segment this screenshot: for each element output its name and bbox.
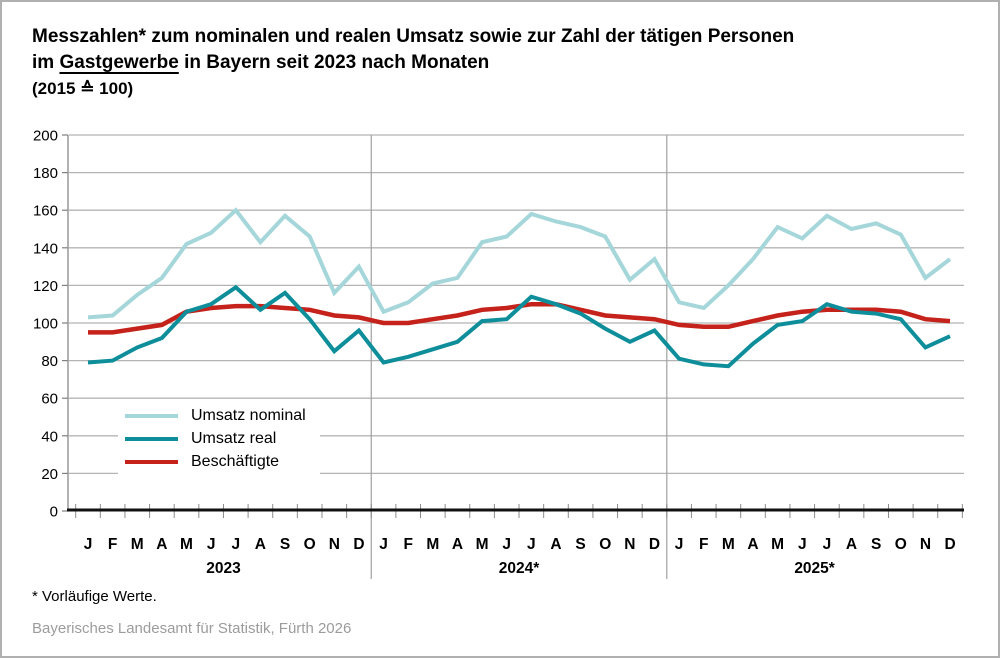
y-tick-label: 80 — [41, 353, 58, 370]
month-label: J — [675, 536, 684, 553]
legend-swatch — [125, 436, 178, 441]
month-label: O — [599, 536, 611, 553]
legend-swatch — [125, 459, 178, 464]
month-label: A — [452, 536, 463, 553]
y-tick-label: 40 — [41, 428, 58, 445]
y-tick-label: 20 — [41, 466, 58, 483]
month-label: D — [649, 536, 660, 553]
series-line-0 — [87, 207, 952, 320]
month-label: M — [476, 536, 489, 553]
title-line-3: (2015 ≙ 100) — [32, 79, 134, 98]
y-tick-label: 120 — [33, 278, 58, 295]
month-label: N — [624, 536, 635, 553]
footnote: * Vorläufige Werte. — [32, 588, 157, 605]
month-label: F — [699, 536, 708, 553]
month-label: A — [846, 536, 857, 553]
month-label: F — [403, 536, 412, 553]
month-label: M — [180, 536, 193, 553]
month-label: F — [108, 536, 117, 553]
month-label: M — [771, 536, 784, 553]
series-line-1 — [87, 284, 951, 369]
title-line-2: im Gastgewerbe in Bayern seit 2023 nach … — [32, 50, 794, 76]
year-labels: 2023 2024* 2025* — [206, 560, 836, 577]
y-tick-label: 60 — [41, 391, 58, 408]
month-label: J — [207, 536, 216, 553]
month-label: A — [156, 536, 167, 553]
month-label: J — [527, 536, 536, 553]
month-label: M — [426, 536, 439, 553]
month-label: O — [304, 536, 316, 553]
month-label: S — [871, 536, 881, 553]
month-label: J — [823, 536, 832, 553]
month-label: S — [575, 536, 585, 553]
month-label: M — [722, 536, 735, 553]
source: Bayerisches Landesamt für Statistik, Für… — [32, 620, 352, 637]
y-tick-label: 100 — [33, 316, 58, 333]
y-tick-label: 160 — [33, 203, 58, 220]
title-line-2-post: in Bayern seit 2023 nach Monaten — [184, 52, 490, 73]
legend-label: Umsatz real — [191, 429, 277, 447]
month-label: A — [550, 536, 561, 553]
month-label: J — [231, 536, 240, 553]
month-label: J — [84, 536, 93, 553]
y-tick-label: 140 — [33, 240, 58, 257]
legend-item-0: Umsatz nominal — [125, 404, 320, 427]
legend-swatch — [125, 413, 178, 418]
legend-label: Beschäftigte — [191, 452, 280, 470]
month-label: O — [895, 536, 907, 553]
month-label: M — [131, 536, 144, 553]
chart-title: Messzahlen* zum nominalen und realen Ums… — [32, 24, 794, 100]
y-axis: 0 20 40 60 80 100 120 140 160 180 200 — [33, 128, 68, 521]
title-underlined-term: Gastgewerbe — [59, 52, 179, 73]
legend-label: Umsatz nominal — [191, 406, 306, 424]
month-label: D — [944, 536, 955, 553]
chart-legend: Umsatz nominal Umsatz real Beschäftigte — [118, 402, 320, 475]
year-label: 2024* — [499, 560, 540, 577]
month-label: A — [747, 536, 758, 553]
legend-item-1: Umsatz real — [125, 427, 320, 450]
y-tick-label: 0 — [50, 504, 58, 521]
month-label: J — [379, 536, 388, 553]
y-tick-label: 200 — [33, 128, 58, 145]
y-tick-label: 180 — [33, 165, 58, 182]
month-label: J — [502, 536, 511, 553]
month-label: S — [280, 536, 290, 553]
year-label: 2025* — [794, 560, 835, 577]
gridlines — [69, 134, 964, 475]
year-label: 2023 — [206, 560, 241, 577]
title-line-2-pre: im — [32, 52, 55, 73]
month-label: J — [798, 536, 807, 553]
month-label: N — [920, 536, 931, 553]
title-line-1: Messzahlen* zum nominalen und realen Ums… — [32, 26, 795, 47]
month-label: A — [255, 536, 266, 553]
legend-item-2: Beschäftigte — [125, 450, 320, 473]
month-label: N — [329, 536, 340, 553]
month-label: D — [353, 536, 364, 553]
